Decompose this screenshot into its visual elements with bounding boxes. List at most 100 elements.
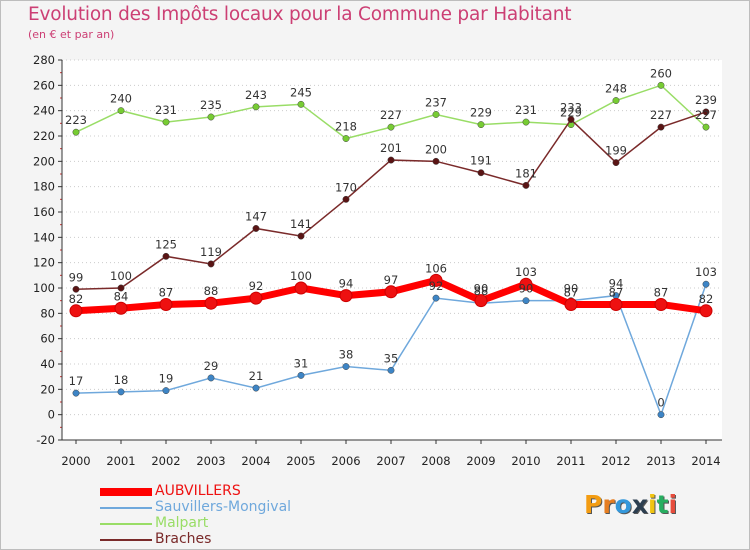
data-point <box>297 232 305 240</box>
y-tick-label: 180 <box>33 180 55 194</box>
data-point <box>117 388 125 396</box>
legend: AUBVILLERS Sauvillers-Mongival Malpart Brac… <box>100 483 400 548</box>
data-label: 229 <box>470 106 492 120</box>
y-tick-label: 120 <box>33 256 55 270</box>
data-label: 239 <box>695 93 717 107</box>
x-tick-label: 2012 <box>601 454 630 468</box>
data-point <box>657 411 665 419</box>
data-label: 100 <box>290 269 312 283</box>
legend-label: AUBVILLERS <box>155 483 241 499</box>
data-point <box>207 374 215 382</box>
data-point <box>387 123 395 131</box>
data-label: 90 <box>564 282 579 296</box>
x-tick-label: 2005 <box>286 454 315 468</box>
data-label: 94 <box>339 277 354 291</box>
data-point <box>72 389 80 397</box>
data-point <box>342 135 350 142</box>
data-label: 243 <box>245 88 267 102</box>
y-tick-label: 160 <box>33 205 55 219</box>
chart-subtitle: (en € et par an) <box>28 28 115 41</box>
data-label: 103 <box>695 265 717 279</box>
data-label: 88 <box>474 284 489 298</box>
x-tick-label: 2003 <box>196 454 225 468</box>
y-tick-label: -20 <box>36 433 55 447</box>
data-label: 227 <box>695 108 717 122</box>
data-point <box>297 100 305 108</box>
x-tick-label: 2013 <box>646 454 675 468</box>
data-label: 97 <box>384 273 399 287</box>
logo-letter: x <box>631 490 648 519</box>
data-point <box>207 260 215 268</box>
data-point <box>432 294 440 302</box>
y-tick-label: 60 <box>40 332 55 346</box>
y-tick-label: 240 <box>33 104 55 118</box>
x-tick-label: 2011 <box>556 454 585 468</box>
proxiti-logo: Proxiti <box>584 490 677 519</box>
data-label: 235 <box>200 98 222 112</box>
data-point <box>114 301 128 315</box>
data-label: 87 <box>564 285 579 299</box>
data-label: 19 <box>159 372 174 386</box>
logo-letter: o <box>614 490 632 519</box>
data-label: 201 <box>380 141 402 155</box>
data-label: 87 <box>609 285 624 299</box>
data-label: 31 <box>294 356 309 370</box>
y-tick-label: 0 <box>48 408 55 422</box>
data-label: 17 <box>69 374 84 388</box>
data-label: 21 <box>249 369 264 383</box>
data-point <box>702 108 710 116</box>
y-tick-label: 20 <box>40 382 55 396</box>
data-label: 18 <box>114 373 129 387</box>
data-point <box>387 156 395 164</box>
logo-letter: t <box>656 490 669 519</box>
legend-label: Malpart <box>155 515 209 531</box>
data-point <box>432 111 440 118</box>
data-point <box>69 304 83 318</box>
logo-letter: i <box>668 490 678 519</box>
data-label: 240 <box>110 92 132 106</box>
data-label: 119 <box>200 245 222 259</box>
data-point <box>432 157 440 165</box>
data-point <box>252 225 260 232</box>
data-label: 100 <box>110 269 132 283</box>
data-label: 82 <box>69 292 84 306</box>
data-label: 92 <box>249 279 264 293</box>
y-tick-label: 280 <box>33 53 55 67</box>
logo-letter: P <box>584 490 603 519</box>
data-point <box>519 277 533 291</box>
data-point <box>159 297 173 311</box>
data-point <box>522 181 530 189</box>
data-point <box>297 371 305 379</box>
data-label: 231 <box>155 103 177 117</box>
data-point <box>384 285 398 299</box>
data-point <box>657 81 665 89</box>
data-point <box>474 294 488 308</box>
data-point <box>522 297 530 305</box>
legend-item: Malpart <box>100 515 400 532</box>
data-label: 90 <box>519 282 534 296</box>
data-point <box>162 118 170 126</box>
data-point <box>117 107 125 115</box>
data-point <box>477 121 485 129</box>
data-point <box>429 273 443 287</box>
data-label: 170 <box>335 180 357 194</box>
y-tick-label: 260 <box>33 78 55 92</box>
data-point <box>162 387 170 395</box>
data-label: 218 <box>335 120 357 134</box>
data-point <box>564 297 578 311</box>
data-label: 125 <box>155 237 177 251</box>
data-label: 87 <box>159 285 174 299</box>
data-label: 106 <box>425 261 447 275</box>
data-label: 99 <box>69 270 84 284</box>
plot-area <box>62 60 722 440</box>
data-label: 82 <box>699 292 714 306</box>
data-label: 103 <box>515 265 537 279</box>
data-point <box>657 123 665 131</box>
y-tick-label: 80 <box>40 306 55 320</box>
data-label: 233 <box>560 101 582 115</box>
y-tick-label: 220 <box>33 129 55 143</box>
data-label: 227 <box>650 108 672 122</box>
data-point <box>207 113 215 121</box>
data-point <box>342 363 350 370</box>
